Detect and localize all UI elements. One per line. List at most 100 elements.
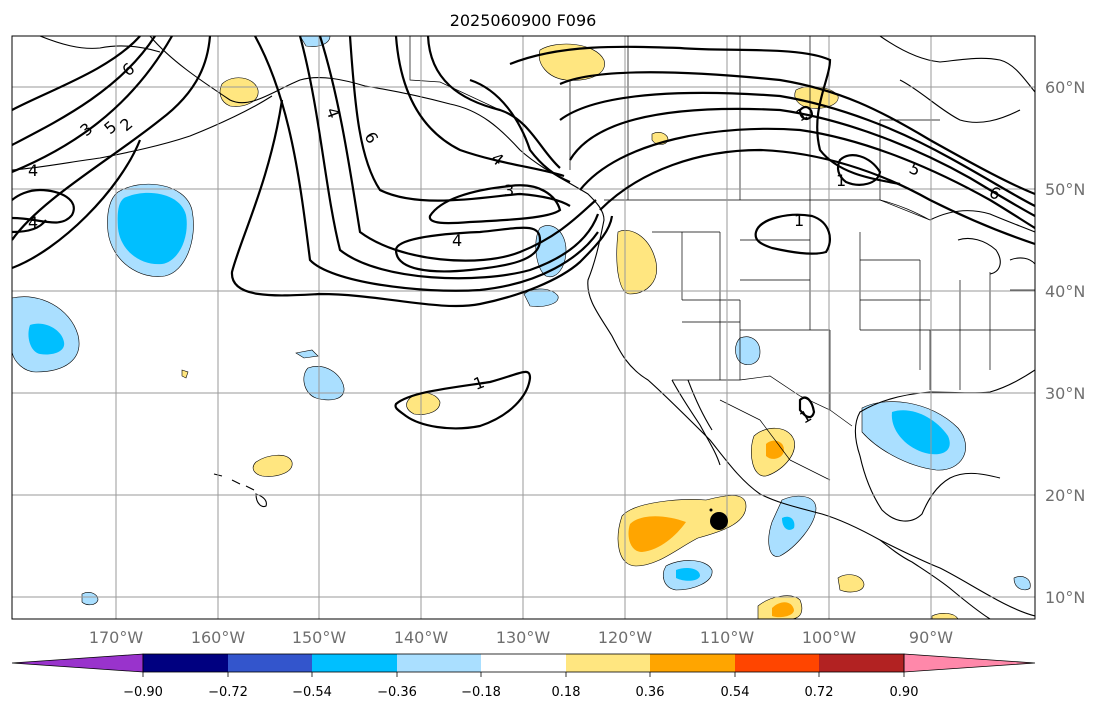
storm-center-dot	[709, 508, 713, 512]
contour-line	[12, 219, 47, 234]
longitude-labels: 170°W 160°W 150°W 140°W 130°W 120°W 110°…	[89, 628, 953, 647]
contours	[12, 36, 1035, 430]
colorbar-segment	[650, 654, 735, 672]
blob-yellow	[616, 230, 657, 295]
blob-light-blue	[523, 288, 559, 307]
blob-orange	[772, 602, 794, 618]
blob-light-blue	[735, 336, 761, 365]
contour-line	[426, 36, 561, 169]
border-alaska-canada	[409, 36, 501, 111]
blob-orange	[766, 440, 784, 459]
map-frame	[11, 35, 1036, 620]
lon-label: 160°W	[191, 628, 246, 647]
colorbar-segment	[819, 654, 904, 672]
lat-label: 10°N	[1045, 588, 1085, 607]
contour-line	[12, 36, 156, 146]
lon-label: 120°W	[598, 628, 653, 647]
contour-line	[254, 36, 599, 292]
contour-line	[559, 91, 1035, 207]
contour-line	[348, 36, 571, 207]
latitude-labels: 60°N 50°N 40°N 30°N 20°N 10°N	[1045, 78, 1085, 607]
colorbar-tick-label: 0.72	[805, 685, 834, 700]
contour-line	[579, 127, 1035, 229]
lon-label: 170°W	[89, 628, 144, 647]
contour-line	[509, 45, 901, 186]
contour-line	[798, 396, 816, 419]
blob-yellow	[252, 454, 293, 477]
contour-line	[394, 36, 565, 178]
contour-line	[428, 184, 562, 225]
contour-label: 4	[28, 161, 38, 180]
colorbar-frame	[142, 653, 905, 673]
storm-center-marker	[710, 512, 728, 530]
lat-label: 60°N	[1045, 78, 1085, 97]
contour-label: 1	[836, 171, 846, 190]
coastline-north-america	[149, 36, 1035, 617]
contour-line	[569, 107, 1035, 217]
colorbar-tick-label: −0.90	[123, 685, 163, 700]
colorbar-segment	[312, 654, 397, 672]
colorbar-tick-label: 0.18	[552, 685, 581, 700]
contour-line	[394, 226, 542, 273]
blob-deep-blue	[28, 323, 65, 355]
colorbar-tick-label: −0.36	[377, 685, 417, 700]
lat-label: 50°N	[1045, 180, 1085, 199]
lat-label: 30°N	[1045, 384, 1085, 403]
shaded-blobs	[12, 36, 1031, 619]
blob-deep-blue	[117, 192, 187, 265]
lat-label: 20°N	[1045, 486, 1085, 505]
contour-line	[12, 36, 212, 241]
blob-light-blue	[81, 592, 99, 606]
lon-label: 150°W	[292, 628, 347, 647]
border-us-states	[652, 200, 1035, 410]
contour-line	[318, 36, 597, 262]
contour-line	[12, 139, 142, 270]
blob-deep-blue	[782, 516, 795, 530]
coastline-hudson	[879, 36, 1035, 123]
blob-light-blue	[295, 349, 319, 359]
blob-light-blue	[303, 366, 345, 401]
map-title: 2025060900 F096	[450, 11, 597, 30]
blob-light-blue	[535, 225, 567, 278]
colorbar-tick-label: −0.72	[208, 685, 248, 700]
blob-light-blue	[1013, 576, 1031, 591]
contour-line	[559, 71, 1035, 196]
colorbar-tick-label: 0.54	[721, 685, 750, 700]
contour-label: 1	[794, 211, 804, 230]
border-us-mexico	[672, 375, 853, 427]
contour-label: 4	[452, 231, 462, 250]
contour-label: 3	[504, 181, 514, 200]
colorbar: −0.90 −0.72 −0.54 −0.36 −0.18 0.18 0.36 …	[11, 653, 1036, 700]
contour-line	[836, 154, 882, 186]
blob-deep-blue	[891, 410, 950, 455]
colorbar-tick-label: −0.18	[461, 685, 501, 700]
lon-label: 130°W	[496, 628, 551, 647]
lon-label: 140°W	[394, 628, 449, 647]
colorbar-tick-label: 0.36	[636, 685, 665, 700]
colorbar-right-arrow	[903, 653, 1036, 673]
colorbar-left-arrow	[11, 653, 144, 673]
coastline-aleutians	[12, 95, 273, 171]
contour-line	[230, 99, 614, 308]
blob-yellow	[931, 613, 959, 619]
colorbar-segment	[481, 654, 566, 672]
coastline-siberia	[39, 36, 161, 53]
coastline-great-lakes	[929, 210, 1035, 275]
blob-yellow	[837, 574, 865, 593]
contour-label: 4	[28, 213, 38, 232]
colorbar-ticks	[142, 672, 905, 677]
contour-line	[469, 78, 571, 184]
colorbar-tick-label: −0.54	[292, 685, 332, 700]
contour-line	[298, 36, 600, 280]
colorbar-segment	[228, 654, 312, 672]
colorbar-segment	[143, 654, 228, 672]
contour-line	[12, 36, 141, 111]
map-panel: 6 5 3 2 4 4 4 6 3 4 4 1 1 5 6 1 1 1	[11, 35, 1036, 620]
lon-label: 90°W	[909, 628, 953, 647]
lon-label: 110°W	[700, 628, 755, 647]
colorbar-segment	[397, 654, 481, 672]
contour-line	[12, 36, 173, 174]
blob-yellow	[181, 369, 189, 379]
contour-line	[798, 106, 814, 120]
